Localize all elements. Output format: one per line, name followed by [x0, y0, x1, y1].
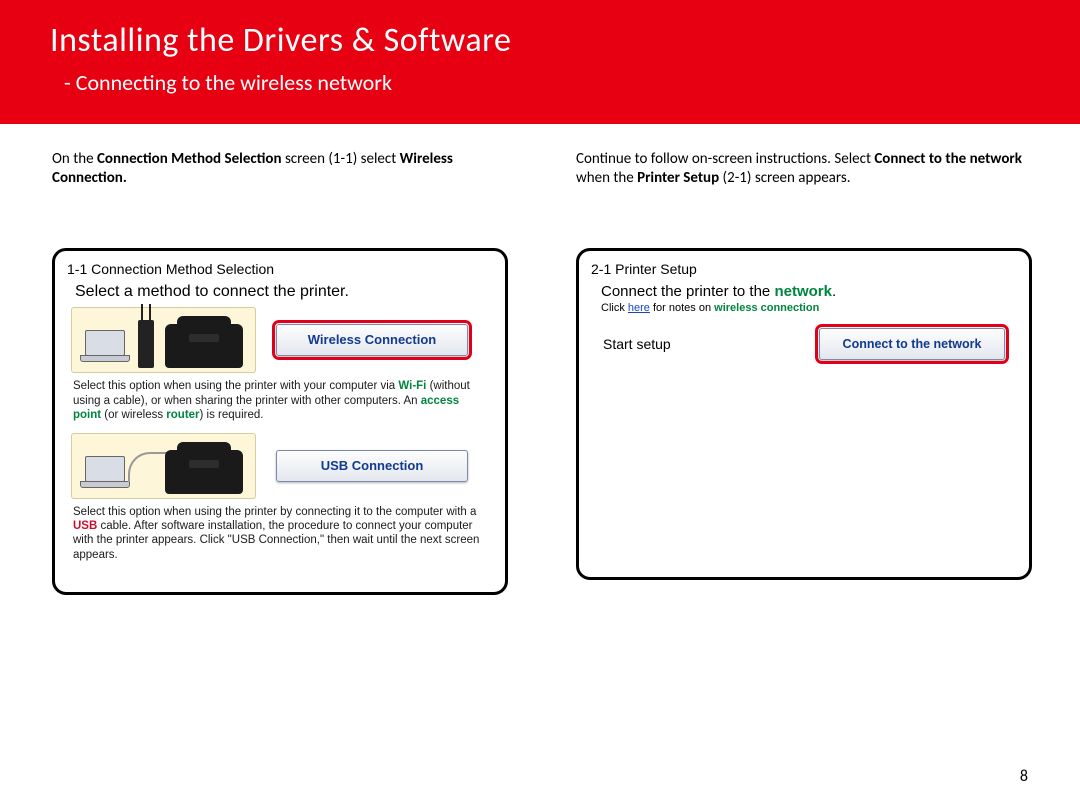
- printer-icon: [165, 324, 243, 368]
- text: Continue to follow on-screen instruction…: [576, 150, 874, 168]
- text: when the: [576, 169, 637, 187]
- dialog-title: 1-1 Connection Method Selection: [67, 261, 495, 277]
- text: Click: [601, 302, 628, 314]
- keyword-router: router: [166, 409, 199, 421]
- text: screen (1-1) select: [282, 150, 400, 168]
- text: cable. After software installation, the …: [73, 520, 479, 561]
- left-instruction: On the Connection Method Selection scree…: [52, 150, 508, 188]
- text: Connect the printer to the: [601, 283, 774, 300]
- text: (2-1) screen appears.: [719, 169, 850, 187]
- dialog-printer-setup: 2-1 Printer Setup Connect the printer to…: [576, 248, 1032, 580]
- keyword-network: network: [774, 283, 832, 300]
- printer-setup-line: Connect the printer to the network.: [601, 283, 1019, 300]
- option-usb-row: USB Connection: [71, 433, 495, 499]
- right-instruction: Continue to follow on-screen instruction…: [576, 150, 1032, 188]
- keyword-usb: USB: [73, 520, 97, 532]
- text: .: [832, 283, 836, 300]
- page-title: Installing the Drivers & Software: [50, 20, 1030, 61]
- usb-illustration: [71, 433, 256, 499]
- laptop-icon: [80, 456, 130, 490]
- text: for notes on: [650, 302, 714, 314]
- dialog-title: 2-1 Printer Setup: [591, 261, 1019, 277]
- usb-description: Select this option when using the printe…: [73, 505, 487, 563]
- page-subtitle: - Connecting to the wireless network: [50, 69, 1030, 96]
- usb-connection-button[interactable]: USB Connection: [276, 450, 468, 482]
- page-number: 8: [1020, 767, 1028, 786]
- printer-icon: [165, 450, 243, 494]
- keyword-wifi: Wi-Fi: [398, 380, 426, 392]
- wireless-connection-button[interactable]: Wireless Connection: [276, 324, 468, 356]
- content-area: On the Connection Method Selection scree…: [0, 124, 1080, 595]
- dialog-connection-method: 1-1 Connection Method Selection Select a…: [52, 248, 508, 595]
- left-column: On the Connection Method Selection scree…: [52, 150, 508, 595]
- wireless-illustration: [71, 307, 256, 373]
- text: ) is required.: [200, 409, 264, 421]
- connect-to-network-button[interactable]: Connect to the network: [819, 328, 1005, 360]
- here-link[interactable]: here: [628, 302, 650, 314]
- start-setup-label: Start setup: [603, 336, 671, 352]
- option-wireless-row: Wireless Connection: [71, 307, 495, 373]
- router-icon: [138, 320, 154, 368]
- keyword-wireless-connection: wireless connection: [714, 302, 819, 314]
- text: Select this option when using the printe…: [73, 380, 398, 392]
- text: (or wireless: [101, 409, 166, 421]
- text: On the: [52, 150, 97, 168]
- text: Select this option when using the printe…: [73, 506, 476, 518]
- dialog-subtitle: Select a method to connect the printer.: [75, 283, 495, 301]
- start-setup-row: Start setup Connect to the network: [603, 328, 1005, 360]
- laptop-icon: [80, 330, 130, 364]
- bold-text: Connection Method Selection: [97, 150, 282, 168]
- bold-text: Connect to the network: [874, 150, 1022, 168]
- click-here-line: Click here for notes on wireless connect…: [601, 302, 1019, 314]
- wireless-description: Select this option when using the printe…: [73, 379, 487, 422]
- bold-text: Printer Setup: [637, 169, 719, 187]
- slide-header: Installing the Drivers & Software - Conn…: [0, 0, 1080, 124]
- right-column: Continue to follow on-screen instruction…: [576, 150, 1032, 595]
